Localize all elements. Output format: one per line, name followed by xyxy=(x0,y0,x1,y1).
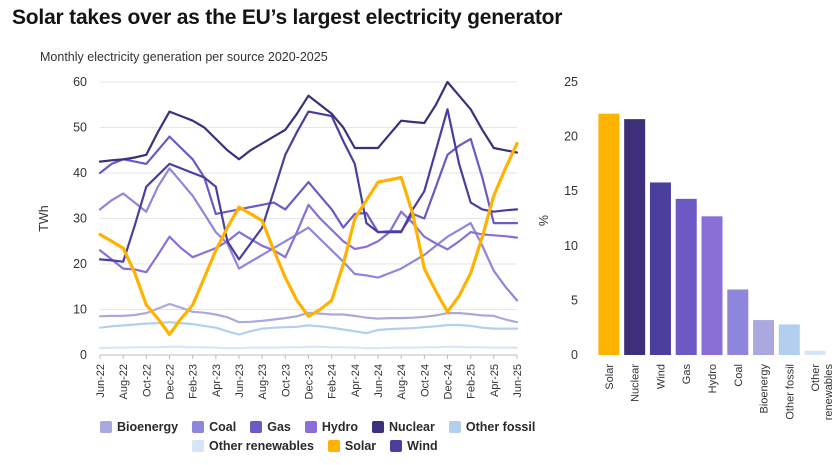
bar-y-tick-label: 15 xyxy=(564,184,578,198)
bar-category-label: Solar xyxy=(604,364,616,390)
x-tick-label: Dec-22 xyxy=(165,364,177,399)
legend-label: Other fossil xyxy=(465,420,536,434)
x-tick-label: Dec-24 xyxy=(443,364,455,399)
bar-bioenergy xyxy=(753,320,775,355)
legend-item-solar: Solar xyxy=(327,439,377,453)
bar-gas xyxy=(675,198,697,355)
legend-swatch xyxy=(327,440,340,452)
bar-category-label: Hydro xyxy=(707,364,719,393)
x-tick-label: Oct-24 xyxy=(419,364,431,397)
bar-category-label: Other fossil xyxy=(784,364,796,420)
series-line-gas xyxy=(98,135,519,234)
bar-category-label: Other xyxy=(810,364,822,392)
legend-item-nuclear: Nuclear xyxy=(372,420,435,434)
series-line-hydro xyxy=(98,203,519,274)
series-line-wind xyxy=(98,108,519,263)
legend-label: Bioenergy xyxy=(117,420,179,434)
y-tick-label: 10 xyxy=(73,303,87,317)
series-line-solar xyxy=(98,141,519,337)
legend-swatch xyxy=(192,421,205,433)
bar-coal xyxy=(727,289,749,355)
y-tick-label: 50 xyxy=(73,121,87,135)
legend-item-wind: Wind xyxy=(390,439,438,453)
x-tick-label: Feb-23 xyxy=(188,364,200,399)
x-tick-label: Aug-22 xyxy=(118,364,130,399)
bar-y-tick-label: 10 xyxy=(564,239,578,253)
legend-label: Other renewables xyxy=(209,439,314,453)
legend-swatch xyxy=(100,421,112,433)
bar-y-tick-label: 0 xyxy=(571,348,578,362)
x-tick-label: Jun-24 xyxy=(373,364,385,398)
y-tick-label: 0 xyxy=(80,348,87,362)
bar-category-label: renewables xyxy=(823,364,835,421)
legend-item-bioenergy: Bioenergy xyxy=(100,420,178,434)
series-line-other-fossil xyxy=(98,321,519,336)
x-tick-label: Feb-24 xyxy=(327,364,339,399)
y-tick-label: 60 xyxy=(73,75,87,89)
legend: Bioenergy Coal Gas Hydro Nuclear Other fossil… xyxy=(100,420,535,458)
x-tick-label: Apr-24 xyxy=(350,364,362,397)
bar-solar xyxy=(598,113,620,355)
x-tick-label: Jun-22 xyxy=(95,364,107,398)
x-tick-label: Jun-25 xyxy=(512,364,524,398)
legend-item-other-renewables: Other renewables xyxy=(192,439,314,453)
y-tick-label: 20 xyxy=(73,257,87,271)
bar-category-label: Wind xyxy=(655,364,667,389)
x-tick-label: Feb-25 xyxy=(466,364,478,399)
legend-swatch xyxy=(192,440,204,452)
series-line-nuclear xyxy=(98,80,519,163)
x-tick-label: Jun-23 xyxy=(234,364,246,398)
x-tick-label: Oct-23 xyxy=(280,364,292,397)
legend-swatch xyxy=(250,421,263,433)
bar-category-label: Coal xyxy=(733,364,745,387)
bar-wind xyxy=(649,182,671,355)
bar-other-fossil xyxy=(778,324,800,355)
bar-category-label: Gas xyxy=(681,364,693,385)
bar-y-tick-label: 25 xyxy=(564,75,578,89)
bar-category-label: Bioenergy xyxy=(759,364,771,414)
legend-item-gas: Gas xyxy=(250,420,291,434)
legend-label: Hydro xyxy=(321,420,358,434)
legend-label: Gas xyxy=(267,420,291,434)
legend-item-coal: Coal xyxy=(192,420,236,434)
bar-nuclear xyxy=(624,119,646,356)
legend-label: Solar xyxy=(344,439,377,453)
x-tick-label: Apr-23 xyxy=(211,364,223,397)
y-tick-label: 40 xyxy=(73,166,87,180)
bar-y-tick-label: 5 xyxy=(571,293,578,307)
x-tick-label: Aug-23 xyxy=(257,364,269,399)
legend-row: Bioenergy Coal Gas Hydro Nuclear Other fossil xyxy=(100,420,535,434)
x-tick-label: Dec-23 xyxy=(304,364,316,399)
x-tick-label: Aug-24 xyxy=(396,364,408,399)
bar-hydro xyxy=(701,216,723,355)
legend-swatch xyxy=(448,421,461,433)
legend-swatch xyxy=(372,421,384,433)
bar-y-axis-label: % xyxy=(537,215,551,226)
legend-label: Wind xyxy=(407,439,438,453)
bar-category-label: Nuclear xyxy=(630,364,642,402)
bar-other-renewables xyxy=(804,350,826,355)
y-tick-label: 30 xyxy=(73,212,87,226)
legend-row: Other renewables Solar Wind xyxy=(100,439,530,453)
series-line-coal xyxy=(98,167,519,302)
legend-label: Coal xyxy=(209,420,237,434)
bar-y-tick-label: 20 xyxy=(564,130,578,144)
series-line-other-renewables xyxy=(98,345,519,350)
x-tick-label: Apr-25 xyxy=(489,364,501,397)
x-tick-label: Oct-22 xyxy=(141,364,153,397)
legend-swatch xyxy=(304,421,317,433)
y-axis-label: TWh xyxy=(37,205,51,231)
series-line-bioenergy xyxy=(98,302,519,324)
legend-item-hydro: Hydro xyxy=(304,420,358,434)
chart-title: Solar takes over as the EU’s largest ele… xyxy=(12,6,563,29)
legend-item-other-fossil: Other fossil xyxy=(448,420,536,434)
legend-label: Nuclear xyxy=(389,420,435,434)
legend-swatch xyxy=(390,440,403,452)
chart-subtitle: Monthly electricity generation per sourc… xyxy=(40,50,328,64)
